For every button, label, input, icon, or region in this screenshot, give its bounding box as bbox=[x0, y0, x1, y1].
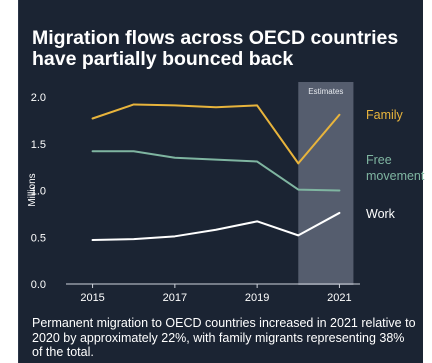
series-line-work bbox=[91, 211, 341, 242]
chart-title: Migration flows across OECD countries ha… bbox=[32, 27, 399, 70]
chart-footnote: Permanent migration to OECD countries in… bbox=[32, 316, 416, 359]
y-tick-label: 1.5 bbox=[31, 139, 46, 151]
series-line-family bbox=[91, 103, 341, 165]
estimates-band bbox=[298, 82, 354, 285]
series-label: Free bbox=[366, 153, 392, 167]
estimates-label: Estimates bbox=[308, 87, 343, 96]
series-label: movement bbox=[366, 169, 425, 183]
x-tick-label: 2017 bbox=[163, 292, 187, 304]
x-tick-label: 2019 bbox=[245, 292, 269, 304]
y-tick-label: 1.0 bbox=[31, 186, 46, 198]
x-tick-label: 2015 bbox=[80, 292, 104, 304]
y-tick-label: 0.0 bbox=[31, 279, 46, 291]
y-tick-label: 0.5 bbox=[31, 232, 46, 244]
x-tick-label: 2021 bbox=[327, 292, 351, 304]
y-tick-label: 2.0 bbox=[31, 92, 46, 104]
series-line-free-movement bbox=[91, 150, 341, 192]
series-label: Family bbox=[366, 108, 404, 122]
chart-panel bbox=[18, 0, 423, 363]
series-label: Work bbox=[366, 207, 396, 221]
y-axis-label: Millions bbox=[27, 173, 38, 206]
